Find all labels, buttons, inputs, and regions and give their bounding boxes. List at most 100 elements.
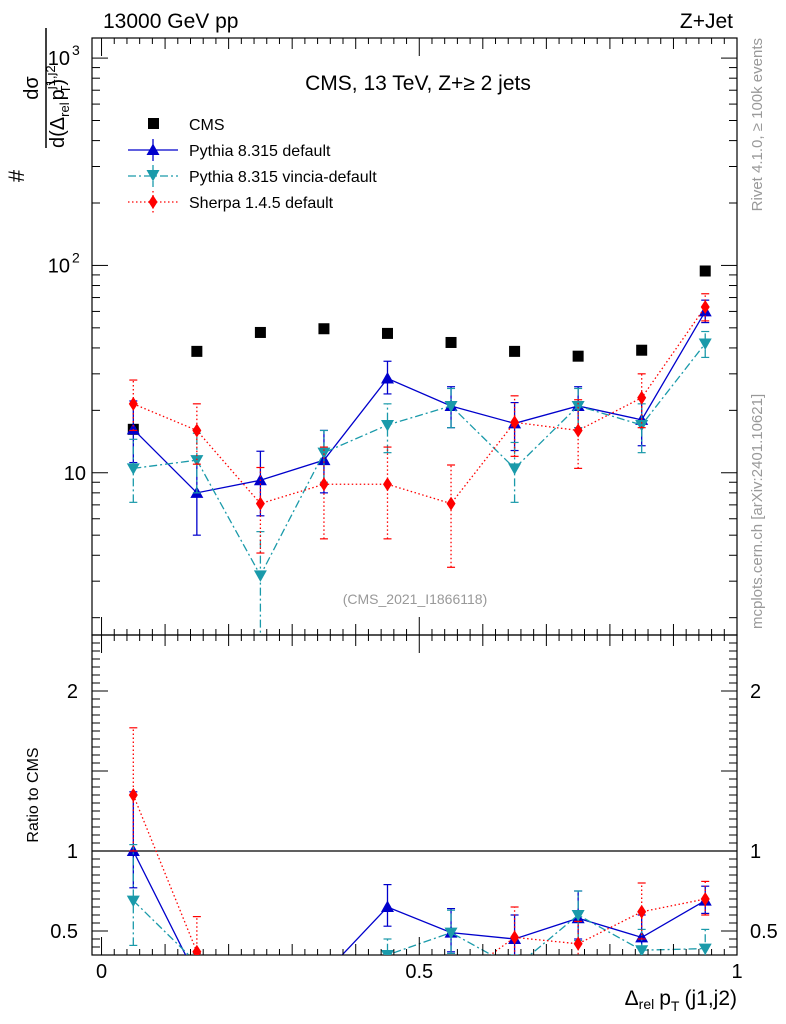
xlabel-rest: (j1,j2) xyxy=(684,987,737,1010)
ylabel-denominator: d(Δrel pj1,j2T) xyxy=(43,65,73,148)
ratio-panel-frame xyxy=(91,634,738,956)
ratio-ytick-label-right-0: 0.5 xyxy=(750,921,778,943)
point-pythia-8-315-vincia-default-9 xyxy=(698,943,712,955)
point-sherpa-1-4-5-default-4 xyxy=(382,477,392,492)
header-left: 13000 GeV pp xyxy=(103,10,238,33)
point-sherpa-1-4-5-default-1 xyxy=(192,944,202,955)
ylabel-close: ) xyxy=(47,79,69,86)
point-sherpa-1-4-5-default-9 xyxy=(700,300,710,315)
main-ytick-label-exp-1000: 3 xyxy=(72,42,80,58)
ylabel-sup: j1,j2 xyxy=(43,65,58,90)
legend-label-sherpa: Sherpa 1.4.5 default xyxy=(189,195,334,212)
point-cms-6 xyxy=(509,345,521,357)
watermark: (CMS_2021_I1866118) xyxy=(343,591,488,607)
xtick-label-2: 1 xyxy=(731,961,742,983)
point-pythia-8-315-vincia-default-5 xyxy=(444,927,458,940)
point-pythia-8-315-vincia-default-0 xyxy=(126,463,140,475)
point-sherpa-1-4-5-default-0 xyxy=(128,396,138,411)
ratio-ytick-label-left-2: 2 xyxy=(67,681,78,703)
point-sherpa-1-4-5-default-7 xyxy=(573,423,583,438)
main-ytick-label-1000: 10 xyxy=(48,48,70,70)
point-cms-9 xyxy=(699,265,711,277)
point-cms-1 xyxy=(191,345,203,357)
point-sherpa-1-4-5-default-1 xyxy=(192,423,202,438)
legend-marker-vincia xyxy=(146,170,160,182)
point-pythia-8-315-default-2 xyxy=(254,974,267,986)
point-pythia-8-315-vincia-default-4 xyxy=(380,419,394,432)
main-chart-marks xyxy=(126,265,712,635)
main-ylabel: # xyxy=(4,169,29,182)
ylabel-T: T xyxy=(58,85,73,93)
header-right: Z+Jet xyxy=(680,10,733,33)
point-pythia-8-315-default-4 xyxy=(380,371,394,384)
ylabel-hash: # xyxy=(4,169,29,182)
point-pythia-8-315-default-1 xyxy=(190,971,203,983)
point-pythia-8-315-default-0 xyxy=(126,422,140,435)
point-sherpa-1-4-5-default-3 xyxy=(319,975,328,989)
xlabel-p: p xyxy=(659,987,671,1010)
point-sherpa-1-4-5-default-7 xyxy=(573,936,583,951)
point-pythia-8-315-vincia-default-3 xyxy=(317,966,330,978)
point-pythia-8-315-default-3 xyxy=(317,968,330,980)
ratio-chart-marks xyxy=(92,727,737,1007)
point-sherpa-1-4-5-default-3 xyxy=(319,477,329,492)
main-chart-marks-clipped xyxy=(126,265,712,635)
point-pythia-8-315-vincia-default-8 xyxy=(635,419,649,432)
point-pythia-8-315-vincia-default-7 xyxy=(571,910,585,922)
point-cms-3 xyxy=(318,323,330,335)
main-ytick-label-exp-100: 2 xyxy=(72,249,80,265)
point-cms-4 xyxy=(381,327,393,339)
point-sherpa-1-4-5-default-8 xyxy=(637,390,647,405)
series-line-sherpa-1-4-5-default xyxy=(133,306,706,505)
xlabel: Δrel pT (j1,j2) xyxy=(625,987,737,1014)
legend-label-cms: CMS xyxy=(189,117,225,134)
point-pythia-8-315-vincia-default-2 xyxy=(254,995,267,1007)
ylabel-dsigma: dσ xyxy=(21,76,43,100)
point-pythia-8-315-vincia-default-5 xyxy=(444,400,458,413)
main-ytick-label-100: 10 xyxy=(48,255,70,277)
series-line-sherpa-1-4-5-default xyxy=(132,794,706,955)
series-line-pythia-8-315-vincia-default xyxy=(133,343,706,577)
xtick-label-1: 0.5 xyxy=(405,961,433,983)
point-sherpa-1-4-5-default-6 xyxy=(510,930,520,945)
point-pythia-8-315-vincia-default-9 xyxy=(698,338,712,351)
point-pythia-8-315-vincia-default-6 xyxy=(508,463,522,475)
series-line-pythia-8-315-default xyxy=(132,850,706,955)
xtick-label-0: 0 xyxy=(96,961,107,983)
ylabel-denom-prefix: d(Δ xyxy=(47,117,69,148)
point-sherpa-1-4-5-default-6 xyxy=(510,415,520,430)
ratio-ytick-label-right-2: 2 xyxy=(750,681,761,703)
legend: CMS Pythia 8.315 default Pythia 8.315 vi… xyxy=(128,117,377,213)
point-pythia-8-315-vincia-default-8 xyxy=(635,945,649,955)
point-sherpa-1-4-5-default-8 xyxy=(637,904,647,919)
point-cms-7 xyxy=(572,350,584,362)
ylabel-p: p xyxy=(47,89,69,100)
side-label-rivet: Rivet 4.1.0, ≥ 100k events xyxy=(749,38,766,211)
legend-marker-cms xyxy=(148,118,159,129)
point-cms-2 xyxy=(254,326,266,338)
xlabel-rel: rel xyxy=(639,996,655,1012)
point-sherpa-1-4-5-default-5 xyxy=(447,977,456,991)
xlabel-delta: Δ xyxy=(625,987,639,1010)
point-pythia-8-315-vincia-default-4 xyxy=(380,950,394,955)
ratio-ytick-label-right-1: 1 xyxy=(750,841,761,863)
point-pythia-8-315-vincia-default-6 xyxy=(508,963,521,975)
legend-label-vincia: Pythia 8.315 vincia-default xyxy=(189,169,377,186)
ratio-ytick-label-left-0: 0.5 xyxy=(50,921,78,943)
main-ytick-label-10: 10 xyxy=(64,463,86,485)
point-pythia-8-315-default-4 xyxy=(380,900,394,912)
legend-marker-sherpa xyxy=(148,195,158,209)
point-cms-8 xyxy=(636,344,648,356)
legend-label-pythia: Pythia 8.315 default xyxy=(189,143,331,160)
main-ylabel-fraction: dσ d(Δrel pj1,j2T) xyxy=(21,28,73,148)
point-pythia-8-315-vincia-default-2 xyxy=(253,570,267,582)
point-pythia-8-315-vincia-default-0 xyxy=(126,895,140,908)
point-sherpa-1-4-5-default-5 xyxy=(446,496,456,511)
point-pythia-8-315-vincia-default-1 xyxy=(190,958,203,970)
point-sherpa-1-4-5-default-9 xyxy=(700,892,710,906)
xlabel-T: T xyxy=(671,998,680,1014)
point-sherpa-1-4-5-default-2 xyxy=(255,496,265,511)
point-sherpa-1-4-5-default-2 xyxy=(256,980,265,994)
point-sherpa-1-4-5-default-0 xyxy=(128,788,138,802)
